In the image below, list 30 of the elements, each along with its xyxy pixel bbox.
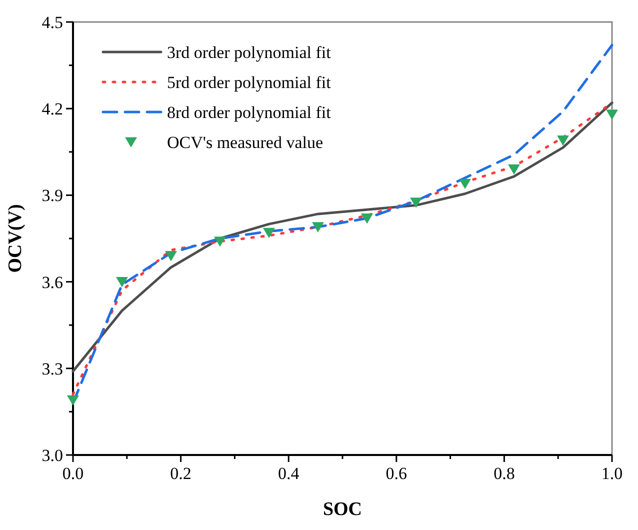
x-axis-title: SOC [322, 499, 362, 520]
x-tick-label: 0.2 [170, 464, 192, 483]
legend-label: 3rd order polynomial fit [167, 43, 332, 62]
point [459, 178, 472, 190]
point [508, 164, 520, 175]
y-tick-label: 3.9 [42, 186, 63, 206]
y-axis-title: OCV(V) [5, 204, 26, 273]
point [606, 110, 618, 120]
point [164, 251, 177, 262]
point [67, 395, 79, 406]
x-tick-label: 0.6 [386, 464, 408, 483]
x-tick-label: 0.4 [278, 464, 300, 483]
y-tick-label: 3.6 [42, 272, 63, 292]
y-tick-label: 4.5 [42, 13, 63, 32]
x-tick-label: 0.0 [62, 464, 84, 483]
x-tick-label: 0.8 [494, 464, 515, 483]
point [410, 198, 422, 208]
x-tick-label: 1.0 [601, 464, 623, 483]
legend-label: 8rd order polynomial fit [167, 103, 332, 122]
legend-label: OCV's measured value [167, 133, 324, 152]
y-tick-label: 3.0 [42, 446, 63, 465]
point [361, 213, 374, 224]
point [557, 136, 570, 146]
y-tick-label: 3.3 [42, 359, 63, 378]
point [262, 228, 275, 238]
point [312, 222, 324, 232]
point [116, 277, 128, 288]
legend-label: 5rd order polynomial fit [167, 73, 332, 92]
y-tick-label: 4.2 [42, 100, 63, 119]
point [214, 236, 226, 247]
